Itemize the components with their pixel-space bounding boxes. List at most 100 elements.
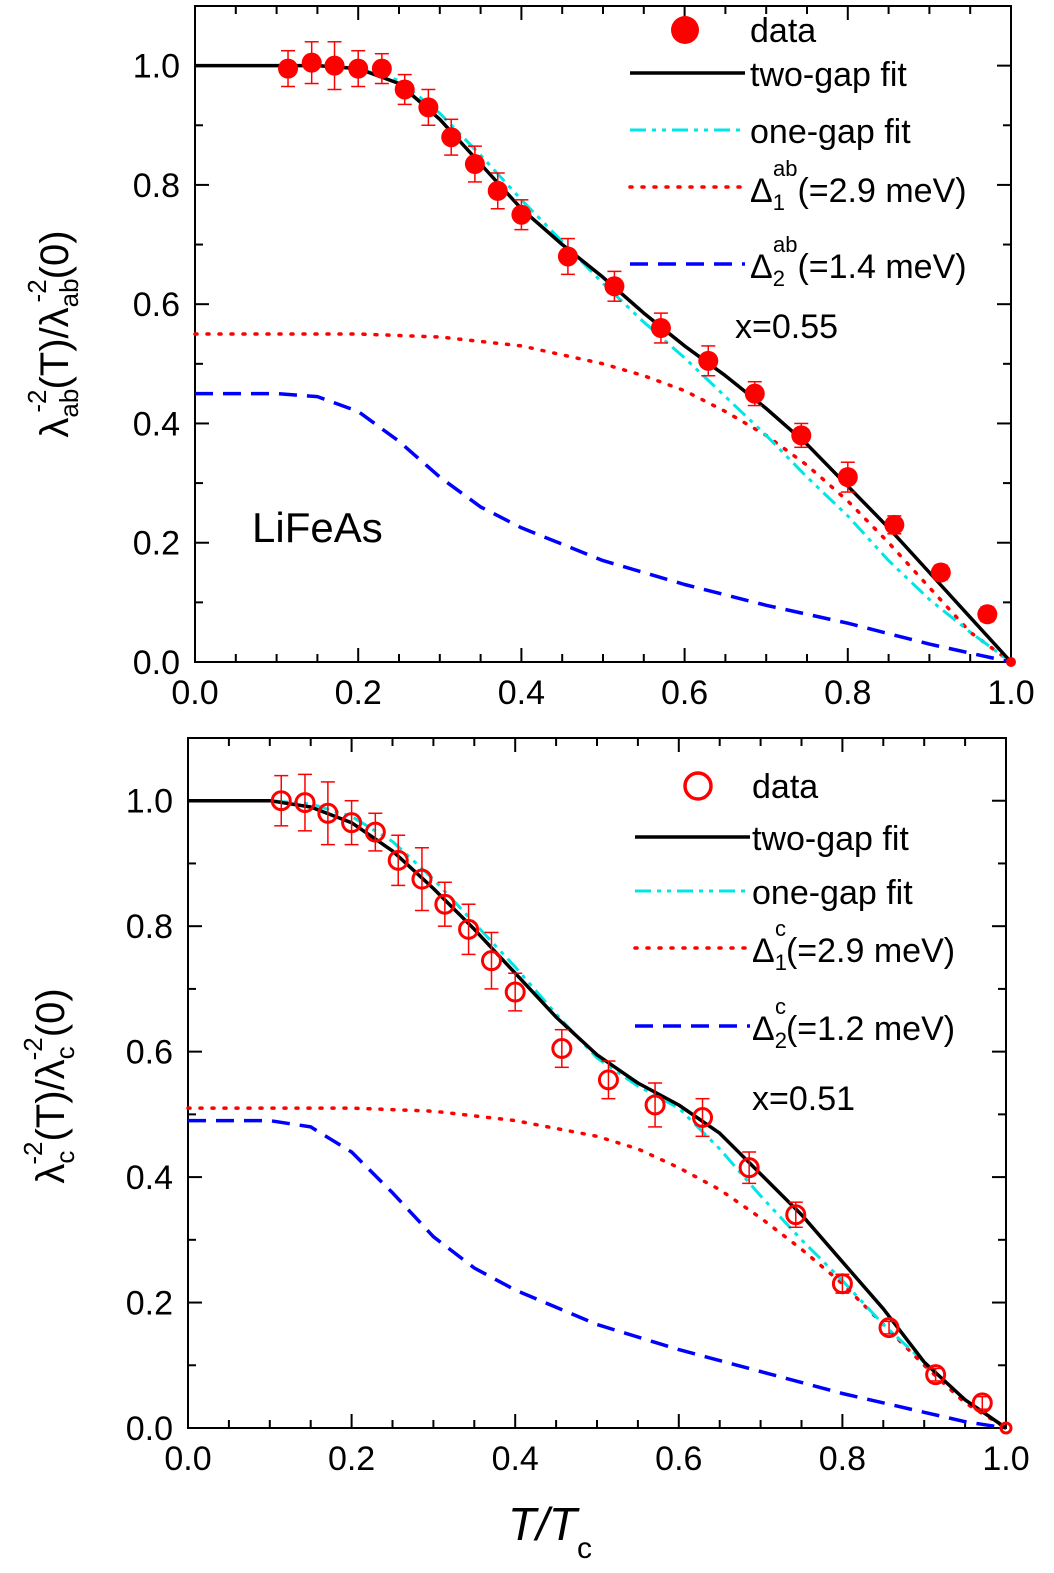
top-data-point bbox=[348, 58, 369, 79]
top-data-point bbox=[557, 246, 578, 267]
top-gap1-curve bbox=[193, 332, 1013, 664]
bottom-legend-one-gap-label: one-gap fit bbox=[752, 874, 913, 912]
top-data-point bbox=[301, 52, 322, 73]
bottom-x-tick-label: 0.2 bbox=[328, 1440, 375, 1478]
top-data-point bbox=[441, 127, 462, 148]
bottom-data-point bbox=[434, 893, 456, 915]
bottom-y-tick-label: 0.4 bbox=[126, 1159, 173, 1197]
bottom-x-axis-title: T/Tc bbox=[508, 1498, 592, 1565]
top-legend-item-gap2: Δ2ab(=1.4 meV) bbox=[630, 232, 967, 291]
bottom-data-points bbox=[270, 773, 1013, 1435]
bottom-data-point bbox=[341, 812, 363, 834]
bottom-y-axis-ticks: 0.0 0.2 0.4 0.6 0.8 1.0 bbox=[126, 737, 1006, 1448]
top-legend-gap1-label: Δ1ab(=2.9 meV) bbox=[750, 156, 967, 215]
top-x-axis-ticks: 0.0 0.2 0.4 0.6 0.8 1.0 bbox=[171, 6, 1035, 712]
bottom-data-point bbox=[644, 1094, 666, 1116]
top-y-axis-title: λab-2(T)/λab-2(0) bbox=[22, 230, 84, 437]
bottom-data-point bbox=[317, 802, 339, 824]
bottom-legend-item-gap2: Δ2c(=1.2 meV) bbox=[635, 994, 955, 1053]
bottom-data-point bbox=[597, 1069, 619, 1091]
bottom-x-tick-label: 0.0 bbox=[164, 1440, 211, 1478]
bottom-data-point bbox=[270, 790, 292, 812]
top-x-tick-label: 1.0 bbox=[987, 674, 1034, 712]
top-legend-item-two-gap: two-gap fit bbox=[630, 56, 907, 94]
top-data-point bbox=[791, 425, 812, 446]
top-legend-x-value: x=0.55 bbox=[735, 308, 838, 346]
bottom-y-tick-label: 0.8 bbox=[126, 908, 173, 946]
top-legend-item-one-gap: one-gap fit bbox=[630, 113, 911, 151]
bottom-chart-panel: 0.0 0.2 0.4 0.6 0.8 1.0 0.0 0.2 0.4 0.6 0.8 1.0 λc… bbox=[18, 737, 1030, 1565]
top-legend-one-gap-label: one-gap fit bbox=[750, 113, 911, 151]
top-one-gap-fit-curve bbox=[195, 64, 1012, 664]
top-x-tick-label: 0.0 bbox=[171, 674, 218, 712]
top-data-point bbox=[394, 79, 415, 100]
bottom-data-point bbox=[294, 792, 316, 814]
bottom-y-tick-label: 0.0 bbox=[126, 1410, 173, 1448]
bottom-x-axis-ticks: 0.0 0.2 0.4 0.6 0.8 1.0 bbox=[164, 738, 1030, 1478]
top-legend: data two-gap fit one-gap fit Δ1ab(=2.9 m… bbox=[628, 12, 967, 346]
bottom-data-point bbox=[999, 1421, 1013, 1435]
top-data-point bbox=[837, 467, 858, 488]
bottom-data-point bbox=[387, 849, 409, 871]
bottom-data-point bbox=[458, 918, 480, 940]
top-data-point bbox=[371, 58, 392, 79]
bottom-legend-two-gap-label: two-gap fit bbox=[752, 820, 909, 858]
top-data-points bbox=[278, 41, 1016, 667]
top-data-point bbox=[487, 180, 508, 201]
bottom-legend-data-marker bbox=[683, 771, 713, 801]
top-data-point bbox=[604, 276, 625, 297]
top-data-point bbox=[324, 55, 345, 76]
bottom-data-point bbox=[364, 821, 386, 843]
bottom-y-axis-title: λc-2(T)/λc-2(0) bbox=[18, 988, 80, 1183]
top-x-tick-label: 0.6 bbox=[661, 674, 708, 712]
top-annotation-lifeas: LiFeAs bbox=[252, 504, 383, 551]
top-data-point bbox=[278, 58, 299, 79]
bottom-one-gap-fit-curve bbox=[188, 799, 1007, 1430]
top-legend-data-marker bbox=[671, 16, 699, 44]
bottom-legend-x-value: x=0.51 bbox=[752, 1080, 855, 1118]
bottom-y-tick-label: 0.2 bbox=[126, 1285, 173, 1323]
bottom-y-tick-label: 0.6 bbox=[126, 1034, 173, 1072]
top-y-tick-label: 0.4 bbox=[133, 405, 180, 443]
bottom-legend-gap1-label: Δ1c(=2.9 meV) bbox=[752, 916, 955, 975]
top-y-tick-label: 0.0 bbox=[133, 644, 180, 682]
top-data-point bbox=[977, 604, 998, 625]
top-chart-panel: 0.0 0.2 0.4 0.6 0.8 1.0 0.0 0.2 0.4 0.6 0.8 1.0 Li… bbox=[22, 5, 1035, 712]
top-gap2-curve bbox=[195, 391, 1012, 664]
bottom-legend-item-two-gap: two-gap fit bbox=[635, 820, 909, 858]
top-y-tick-label: 0.8 bbox=[133, 167, 180, 205]
top-y-tick-label: 0.2 bbox=[133, 525, 180, 563]
bottom-legend-data-label: data bbox=[752, 768, 818, 806]
top-legend-item-data: data bbox=[671, 12, 816, 50]
top-x-tick-label: 0.8 bbox=[824, 674, 871, 712]
bottom-gap1-curve bbox=[186, 1106, 1008, 1430]
bottom-x-tick-label: 0.8 bbox=[819, 1440, 866, 1478]
top-data-point bbox=[511, 204, 532, 225]
top-y-tick-label: 0.6 bbox=[133, 286, 180, 324]
bottom-x-tick-label: 1.0 bbox=[982, 1440, 1029, 1478]
bottom-x-tick-label: 0.4 bbox=[492, 1440, 539, 1478]
top-data-point bbox=[418, 97, 439, 118]
top-legend-item-gap1: Δ1ab(=2.9 meV) bbox=[628, 156, 967, 215]
top-y-tick-label: 1.0 bbox=[133, 48, 180, 86]
bottom-data-point bbox=[971, 1392, 993, 1414]
bottom-data-point bbox=[785, 1204, 807, 1226]
top-data-point bbox=[650, 318, 671, 339]
top-legend-two-gap-label: two-gap fit bbox=[750, 56, 907, 94]
top-y-axis-ticks: 0.0 0.2 0.4 0.6 0.8 1.0 bbox=[133, 5, 1011, 682]
top-legend-gap2-label: Δ2ab(=1.4 meV) bbox=[750, 232, 967, 291]
bottom-legend-item-data: data bbox=[683, 768, 818, 806]
top-data-point bbox=[744, 383, 765, 404]
top-data-point bbox=[464, 154, 485, 175]
bottom-gap2-curve bbox=[188, 1118, 1007, 1430]
bottom-legend: data two-gap fit one-gap fit Δ1c(=2.9 me… bbox=[633, 768, 955, 1118]
bottom-data-point bbox=[480, 950, 502, 972]
top-data-point bbox=[1006, 657, 1016, 667]
bottom-data-point bbox=[878, 1317, 900, 1339]
bottom-data-point bbox=[551, 1038, 573, 1059]
bottom-data-point bbox=[738, 1157, 760, 1179]
bottom-y-tick-label: 1.0 bbox=[126, 783, 173, 821]
bottom-data-point bbox=[831, 1273, 853, 1295]
bottom-legend-item-one-gap: one-gap fit bbox=[635, 874, 913, 912]
